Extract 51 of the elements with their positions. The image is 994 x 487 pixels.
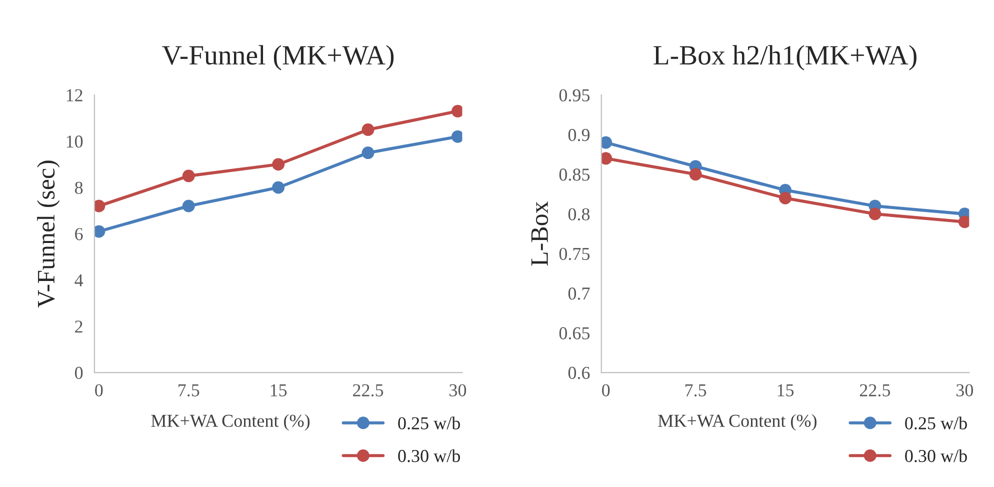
x-tick-label: 7.5 (178, 384, 200, 396)
x-tick-label: 7.5 (685, 384, 706, 396)
point (451, 130, 462, 143)
point (958, 216, 970, 228)
legend-label: 0.25 w/b (905, 416, 967, 430)
point (451, 104, 462, 118)
y-axis-title: V-Funnel (sec) (37, 160, 60, 308)
x-tick-label: 15 (270, 384, 287, 396)
y-axis-title: L-Box (531, 201, 548, 266)
point (601, 152, 612, 165)
x-tick-label: 15 (778, 384, 794, 396)
x-tick-label: 0 (95, 384, 103, 396)
point (868, 208, 882, 220)
y-tick-label: 0.65 (559, 327, 590, 340)
point (601, 136, 612, 149)
point (272, 158, 285, 171)
legend-label: 0.25 w/b (398, 416, 460, 430)
point (94, 225, 106, 238)
x-tick-label: 22.5 (353, 384, 384, 396)
y-tick-label: 0.7 (568, 288, 590, 300)
y-tick-label: 0.85 (559, 168, 590, 181)
y-tick-label: 0.95 (559, 89, 590, 102)
y-tick-label: 10 (66, 135, 83, 148)
point (362, 146, 374, 160)
point (689, 168, 702, 181)
legend-label: 0.30 w/b (398, 449, 460, 462)
point (182, 200, 195, 212)
y-tick-label: 0.75 (559, 248, 590, 260)
point (779, 192, 792, 204)
chart-title: L-Box h2/h1(MK+WA) (654, 45, 916, 70)
y-tick-label: 2 (75, 320, 82, 333)
point (94, 200, 106, 212)
x-tick-label: 30 (450, 384, 466, 396)
y-tick-label: 0 (74, 366, 83, 379)
point (272, 181, 285, 194)
x-tick-label: 30 (956, 384, 974, 396)
x-axis-title: MK+WA Content (%) (658, 414, 816, 431)
point (362, 123, 374, 136)
point (182, 170, 195, 182)
x-tick-label: 22.5 (860, 384, 890, 396)
y-tick-label: 8 (74, 182, 83, 194)
y-tick-label: 6 (75, 228, 83, 240)
y-tick-label: 0.6 (568, 366, 590, 380)
chart-title: V-Funnel (MK+WA) (162, 45, 394, 70)
y-tick-label: 12 (66, 89, 82, 102)
y-tick-label: 0.9 (568, 128, 590, 142)
x-tick-label: 0 (602, 384, 610, 396)
legend-label: 0.30 w/b (905, 449, 967, 462)
y-tick-label: 0.8 (568, 208, 590, 220)
y-tick-label: 4 (74, 274, 84, 286)
x-axis-title: MK+WA Content (%) (151, 414, 310, 431)
